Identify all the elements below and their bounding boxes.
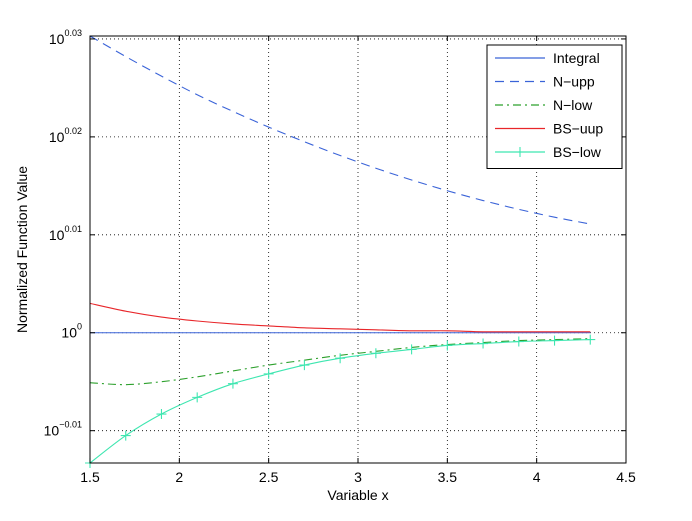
legend-item: BS−uup: [495, 121, 603, 137]
y-tick-label: 10−0.01: [44, 420, 82, 439]
y-tick-label: 100.01: [49, 224, 82, 243]
legend: Integral N−upp N−low BS−uup BS−low: [486, 44, 623, 169]
legend-label: N−low: [553, 97, 593, 113]
data-point-marker: [478, 338, 489, 349]
data-point-marker: [263, 368, 274, 379]
series-N−upp: [89, 35, 591, 225]
x-axis-label: Variable x: [327, 487, 388, 503]
legend-item: N−upp: [495, 74, 595, 90]
x-tick-label: 4.5: [616, 469, 636, 485]
data-point-marker: [192, 392, 203, 403]
x-tick-label: 4: [533, 469, 541, 485]
legend-item: N−low: [495, 97, 593, 113]
x-tick-label: 1.5: [80, 469, 100, 485]
series-line: [89, 35, 591, 225]
x-tick-label: 2: [175, 469, 183, 485]
x-tick-label: 2.5: [259, 469, 279, 485]
data-point-marker: [549, 335, 560, 346]
legend-item: BS−low: [495, 144, 602, 160]
series-BS−low: [85, 334, 596, 468]
data-point-marker: [120, 430, 131, 441]
y-tick-label: 100: [61, 322, 82, 341]
data-point-marker: [335, 353, 346, 364]
data-point-marker: [370, 348, 381, 359]
y-axis-label: Normalized Function Value: [14, 166, 30, 333]
y-tick-label: 100.02: [49, 126, 82, 145]
y-tick-label: 100.03: [49, 28, 82, 47]
legend-label: Integral: [553, 50, 600, 66]
data-point-marker: [406, 344, 417, 355]
data-point-marker: [299, 360, 310, 371]
ticks: 1.5 2 2.5 3 3.5 4 4.5 10−0.01 100 100.01 100.02 100…: [44, 28, 636, 485]
legend-label: BS−low: [553, 144, 602, 160]
data-point-marker: [227, 378, 238, 389]
legend-item: Integral: [495, 50, 600, 66]
data-point-marker: [513, 336, 524, 347]
data-point-marker: [585, 334, 596, 345]
series-BS−uup: [89, 302, 591, 333]
legend-box: [486, 44, 623, 169]
data-point-marker: [156, 409, 167, 420]
legend-label: BS−uup: [553, 121, 603, 137]
series-group: [85, 35, 596, 468]
legend-label: N−upp: [553, 74, 595, 90]
x-tick-label: 3: [354, 469, 362, 485]
x-tick-label: 3.5: [438, 469, 458, 485]
legend-marker: [515, 147, 525, 157]
data-point-marker: [442, 340, 453, 351]
series-line: [89, 302, 591, 333]
